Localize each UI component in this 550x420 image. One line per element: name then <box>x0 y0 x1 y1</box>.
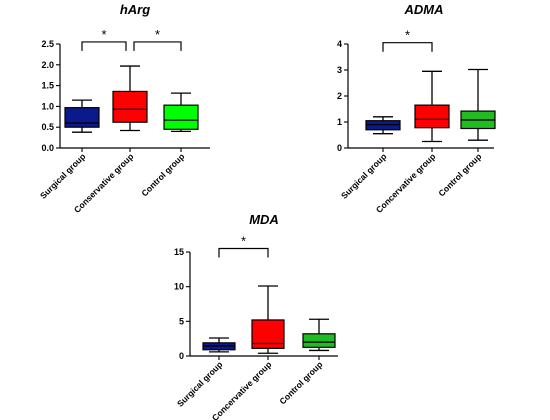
x-tick-label: Control group <box>277 359 324 406</box>
box-2 <box>163 92 199 133</box>
y-tick-label: 4 <box>337 39 342 49</box>
y-tick-label: 2.0 <box>41 60 54 70</box>
y-tick-label: 0.5 <box>41 122 54 132</box>
chart-title: hArg <box>120 2 150 17</box>
significance-star: * <box>101 27 106 42</box>
significance-star: * <box>155 27 160 42</box>
x-tick-label: Surgical group <box>38 151 87 200</box>
bracket-line <box>133 41 182 51</box>
significance-bracket: * <box>133 27 182 51</box>
bracket-line <box>81 41 127 51</box>
box-0 <box>202 337 236 353</box>
box-body <box>163 104 199 130</box>
y-tick-label: 0.0 <box>41 143 54 153</box>
box-1 <box>414 70 450 143</box>
box-0 <box>365 116 401 135</box>
y-tick-label: 10 <box>174 282 184 292</box>
significance-star: * <box>241 234 246 249</box>
y-tick-label: 0 <box>179 351 184 361</box>
chart-title: MDA <box>249 212 279 227</box>
box-body <box>64 107 100 128</box>
y-tick-label: 1.0 <box>41 101 54 111</box>
significance-bracket: * <box>382 28 433 52</box>
y-tick-label: 2 <box>337 91 342 101</box>
y-tick-label: 15 <box>174 247 184 257</box>
box-2 <box>460 68 496 141</box>
y-tick-label: 0 <box>337 143 342 153</box>
y-tick-label: 5 <box>179 316 184 326</box>
box-2 <box>302 318 336 352</box>
y-tick-label: 3 <box>337 65 342 75</box>
significance-bracket: * <box>81 27 127 51</box>
box-1 <box>112 65 148 132</box>
y-tick-label: 1.5 <box>41 81 54 91</box>
y-tick-label: 1 <box>337 117 342 127</box>
x-tick-label: Surgical group <box>339 151 388 200</box>
box-1 <box>251 285 285 354</box>
box-body <box>302 333 336 348</box>
box-body <box>414 104 450 129</box>
significance-bracket: * <box>218 234 269 258</box>
x-tick-label: Control group <box>139 151 186 198</box>
box-0 <box>64 99 100 133</box>
bracket-line <box>218 247 269 258</box>
chart-title: ADMA <box>404 2 444 17</box>
x-tick-label: Control group <box>436 151 483 198</box>
box-body <box>112 90 148 123</box>
significance-star: * <box>405 28 410 43</box>
x-tick-label: Surgical group <box>175 359 224 408</box>
y-tick-label: 2.5 <box>41 39 54 49</box>
bracket-line <box>382 42 433 52</box>
